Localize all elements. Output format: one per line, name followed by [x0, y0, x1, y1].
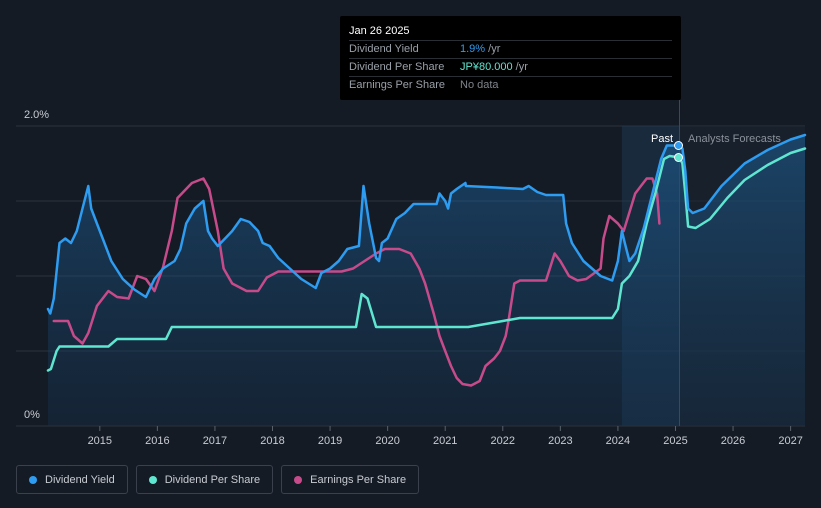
- x-tick-label: 2015: [88, 435, 112, 447]
- tooltip-row-dividend-yield: Dividend Yield 1.9% /yr: [349, 40, 672, 58]
- y-tick-label-bottom: 0%: [24, 409, 40, 421]
- tooltip-label: Dividend Yield: [349, 43, 419, 55]
- x-tick-label: 2019: [318, 435, 342, 447]
- tooltip-unit: /yr: [485, 43, 501, 55]
- legend-label: Dividend Per Share: [164, 473, 261, 486]
- tooltip-label: Earnings Per Share: [349, 79, 445, 91]
- x-tick-label: 2017: [203, 435, 227, 447]
- dividend-yield-marker: [674, 141, 684, 150]
- earnings-per-share-line: [52, 177, 661, 387]
- x-tick-label: 2027: [778, 435, 802, 447]
- past-region-label: Past: [651, 133, 673, 145]
- legend-dot: [294, 475, 303, 484]
- tooltip-value: JP¥80.000: [460, 61, 513, 73]
- x-axis: 2015 2016 2017 2018 2019 2020 2021 2022 2023 2024…: [88, 426, 803, 447]
- x-tick-label: 2025: [663, 435, 687, 447]
- forecast-region-label: Analysts Forecasts: [688, 133, 781, 145]
- legend-label: Earnings Per Share: [310, 473, 407, 486]
- dividend-per-share-marker: [674, 153, 684, 162]
- y-tick-label-top: 2.0%: [24, 109, 49, 121]
- chart-legend: Dividend Yield Dividend Per Share Earnin…: [16, 465, 420, 494]
- tooltip-unit: /yr: [512, 61, 528, 73]
- x-tick-label: 2016: [145, 435, 169, 447]
- x-tick-label: 2026: [721, 435, 745, 447]
- x-tick-label: 2018: [260, 435, 284, 447]
- tooltip-value: No data: [460, 79, 499, 91]
- legend-dividend-per-share[interactable]: Dividend Per Share: [135, 465, 274, 494]
- dividend-yield-line: [46, 133, 807, 315]
- tooltip-date: Jan 26 2025: [349, 25, 410, 37]
- legend-label: Dividend Yield: [45, 473, 115, 486]
- legend-dividend-yield[interactable]: Dividend Yield: [16, 465, 128, 494]
- x-tick-label: 2021: [433, 435, 457, 447]
- legend-dot: [29, 475, 37, 484]
- x-tick-label: 2020: [375, 435, 399, 447]
- tooltip-label: Dividend Per Share: [349, 61, 445, 73]
- tooltip-value: 1.9%: [460, 43, 486, 55]
- dividend-yield-area: [48, 135, 805, 426]
- tooltip-row-earnings-per-share: Earnings Per Share No data: [349, 76, 672, 94]
- legend-dot: [148, 475, 157, 484]
- dividend-per-share-line: [46, 147, 807, 372]
- legend-earnings-per-share[interactable]: Earnings Per Share: [281, 465, 420, 494]
- x-tick-label: 2024: [606, 435, 630, 447]
- tooltip-row-dividend-per-share: Dividend Per Share JP¥80.000 /yr: [349, 58, 672, 76]
- x-tick-label: 2022: [491, 435, 515, 447]
- hover-tooltip: Jan 26 2025 Dividend Yield 1.9% /yr Divi…: [340, 16, 681, 100]
- x-tick-label: 2023: [548, 435, 572, 447]
